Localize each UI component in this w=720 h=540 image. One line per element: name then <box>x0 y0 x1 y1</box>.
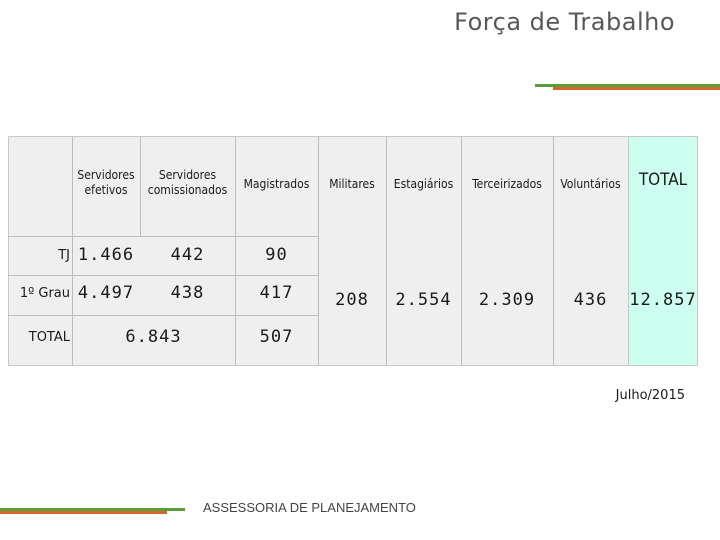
organization-label: ASSESSORIA DE PLANEJAMENTO <box>203 500 416 515</box>
grid-line <box>553 136 554 366</box>
cell-tj-comissionados: 442 <box>170 245 205 265</box>
header-voluntarios: Voluntários <box>560 177 621 191</box>
decorative-bar-orange <box>553 87 720 90</box>
grid-line <box>461 136 462 366</box>
grid-line <box>8 315 318 316</box>
cell-total-servidores: 6.843 <box>125 327 182 347</box>
grid-line <box>386 136 387 366</box>
grid-line <box>72 136 73 366</box>
cell-1-grau-efetivos: 4.497 <box>77 283 135 303</box>
date-label: Julho/2015 <box>615 388 685 403</box>
decorative-bar-orange <box>0 511 167 514</box>
header-total: TOTAL <box>638 170 688 190</box>
grid-line <box>140 136 141 236</box>
header-militares: Militares <box>329 177 375 191</box>
workforce-table <box>8 136 698 366</box>
decorative-bar-green <box>0 508 185 511</box>
header-servidores-efetivos: Servidores efetivos <box>77 168 135 197</box>
cell-1-grau-comissionados: 438 <box>170 283 205 303</box>
cell-terceirizados: 2.309 <box>478 290 536 310</box>
header-terceirizados: Terceirizados <box>472 177 542 191</box>
cell-1-grau-magistrados: 417 <box>259 283 294 303</box>
total-column <box>628 136 698 366</box>
cell-total-magistrados: 507 <box>259 327 294 347</box>
grid-line <box>318 136 319 366</box>
cell-militares: 208 <box>335 290 369 310</box>
grid-line <box>8 275 318 276</box>
cell-voluntarios: 436 <box>573 290 608 310</box>
cell-total-geral: 12.857 <box>629 290 697 310</box>
page-title: Força de Trabalho <box>454 8 675 36</box>
grid-line <box>235 136 236 366</box>
row-label-tj: TJ <box>58 248 70 263</box>
row-label-1-grau: 1º Grau <box>19 286 70 301</box>
header-servidores-comissionados: Servidores comissionados <box>147 168 228 197</box>
cell-tj-efetivos: 1.466 <box>77 245 135 265</box>
grid-line <box>8 236 318 237</box>
cell-tj-magistrados: 90 <box>265 245 288 265</box>
decorative-bar-green <box>535 84 720 87</box>
header-magistrados: Magistrados <box>243 177 310 191</box>
header-estagiarios: Estagiários <box>393 177 454 191</box>
cell-estagiarios: 2.554 <box>395 290 452 310</box>
row-label-total: TOTAL <box>28 330 70 345</box>
